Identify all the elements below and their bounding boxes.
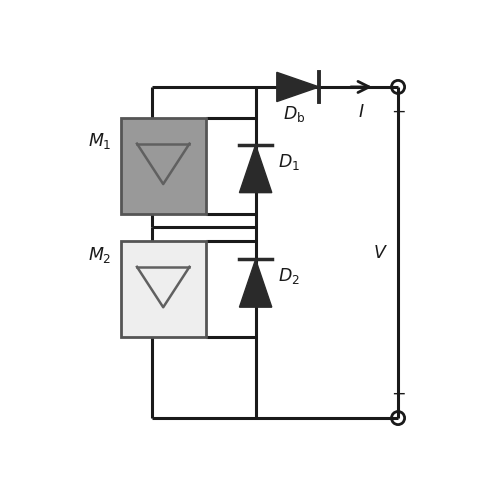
Text: $-$: $-$: [392, 384, 406, 402]
Text: $D_\mathsf{b}$: $D_\mathsf{b}$: [283, 104, 305, 124]
Polygon shape: [240, 145, 272, 192]
Polygon shape: [240, 260, 272, 307]
Text: $M_1$: $M_1$: [88, 131, 111, 151]
Text: $M_2$: $M_2$: [88, 245, 111, 265]
Polygon shape: [277, 72, 319, 102]
Text: $D_1$: $D_1$: [278, 152, 299, 172]
Bar: [121, 118, 205, 214]
Text: $I$: $I$: [358, 103, 365, 121]
Bar: [121, 241, 205, 337]
Text: $V$: $V$: [373, 244, 388, 262]
Text: $D_2$: $D_2$: [278, 266, 299, 286]
Text: $+$: $+$: [392, 103, 406, 121]
